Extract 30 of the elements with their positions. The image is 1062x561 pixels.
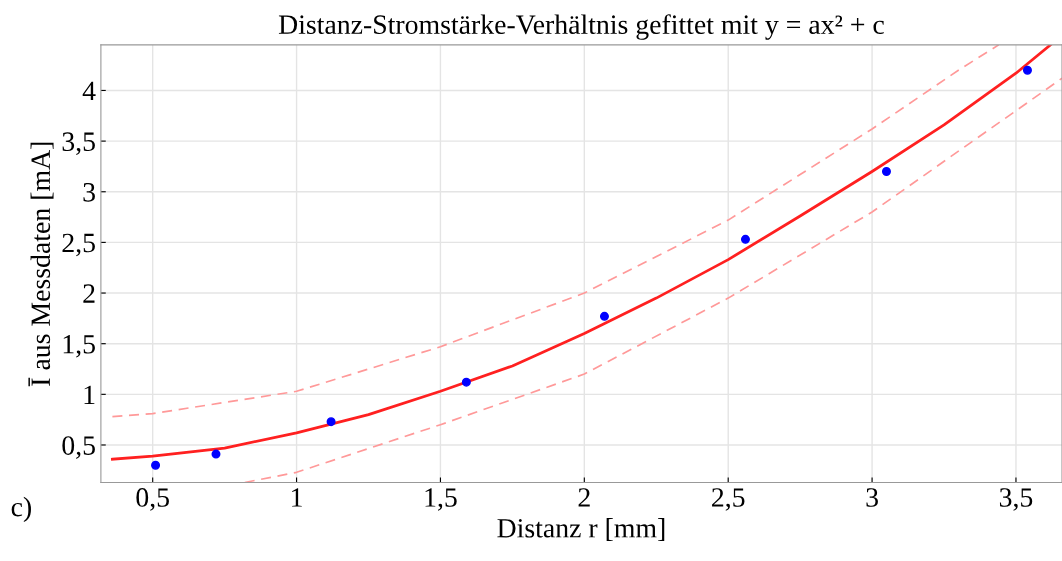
line-series bbox=[243, 77, 1062, 483]
point bbox=[461, 377, 471, 387]
y-tick-label: 2 bbox=[83, 284, 95, 303]
x-tick-label: 2 bbox=[578, 488, 590, 507]
point bbox=[1022, 65, 1032, 75]
point bbox=[881, 166, 891, 176]
x-axis-title: Distanz r [mm] bbox=[497, 518, 665, 542]
chart-title: Distanz-Stromstärke-Verhältnis gefittet mit y = ax² + c bbox=[278, 14, 884, 40]
x-tick-label: 3,5 bbox=[999, 488, 1033, 511]
point bbox=[326, 417, 336, 427]
y-tick-label: 3 bbox=[83, 183, 95, 202]
point bbox=[151, 460, 161, 470]
point bbox=[211, 449, 221, 459]
y-axis-title: Ī aus Messdaten [mA] bbox=[28, 142, 54, 387]
y-tick-label: 1 bbox=[84, 385, 95, 404]
y-tick-label: 1,5 bbox=[63, 334, 95, 358]
point bbox=[599, 311, 609, 321]
point bbox=[740, 234, 750, 244]
x-tick-label: 1,5 bbox=[425, 488, 457, 511]
x-tick-label: 2,5 bbox=[712, 488, 745, 511]
y-tick-label: 3,5 bbox=[62, 132, 95, 156]
y-tick-label: 2,5 bbox=[62, 233, 95, 257]
x-tick-label: 3 bbox=[866, 488, 878, 507]
x-tick-label: 1 bbox=[292, 488, 302, 507]
text: c) bbox=[11, 496, 31, 523]
x-tick-label: 0,5 bbox=[136, 488, 169, 511]
y-tick-label: 4 bbox=[82, 81, 96, 101]
line-series bbox=[111, 44, 1000, 418]
line-series bbox=[111, 44, 1052, 461]
y-tick-label: 0,5 bbox=[62, 436, 95, 459]
